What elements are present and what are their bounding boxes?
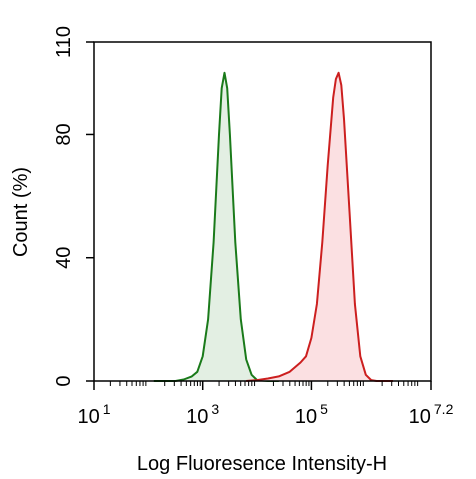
series-2-fill — [246, 72, 393, 382]
series-1-line — [153, 71, 279, 382]
y-tick-labels: 0 40 80 110 — [53, 26, 75, 387]
x-major-ticks — [93, 381, 432, 390]
y-ticks — [86, 41, 94, 382]
y-tick-label: 40 — [53, 247, 75, 269]
x-tick-label: 10 5 — [295, 401, 328, 428]
x-tick-label: 10 1 — [77, 401, 110, 428]
series-1-fill — [153, 72, 279, 382]
series-layer — [153, 71, 393, 382]
x-tick-label: 10 3 — [186, 401, 219, 428]
x-tick-label: 10 7.2 — [409, 401, 454, 428]
y-tick-label: 110 — [53, 26, 75, 58]
series-2-line — [246, 71, 393, 382]
plot-frame — [93, 41, 432, 382]
plot-area — [86, 41, 432, 390]
x-tick-labels: 10 1 10 3 10 5 10 7.2 — [77, 401, 453, 428]
y-tick-label: 0 — [53, 375, 75, 386]
x-minor-ticks — [109, 381, 419, 386]
y-axis-title: Count (%) — [10, 167, 32, 257]
x-axis-title: Log Fluoresence Intensity-H — [137, 453, 387, 475]
y-tick-label: 80 — [53, 123, 75, 145]
